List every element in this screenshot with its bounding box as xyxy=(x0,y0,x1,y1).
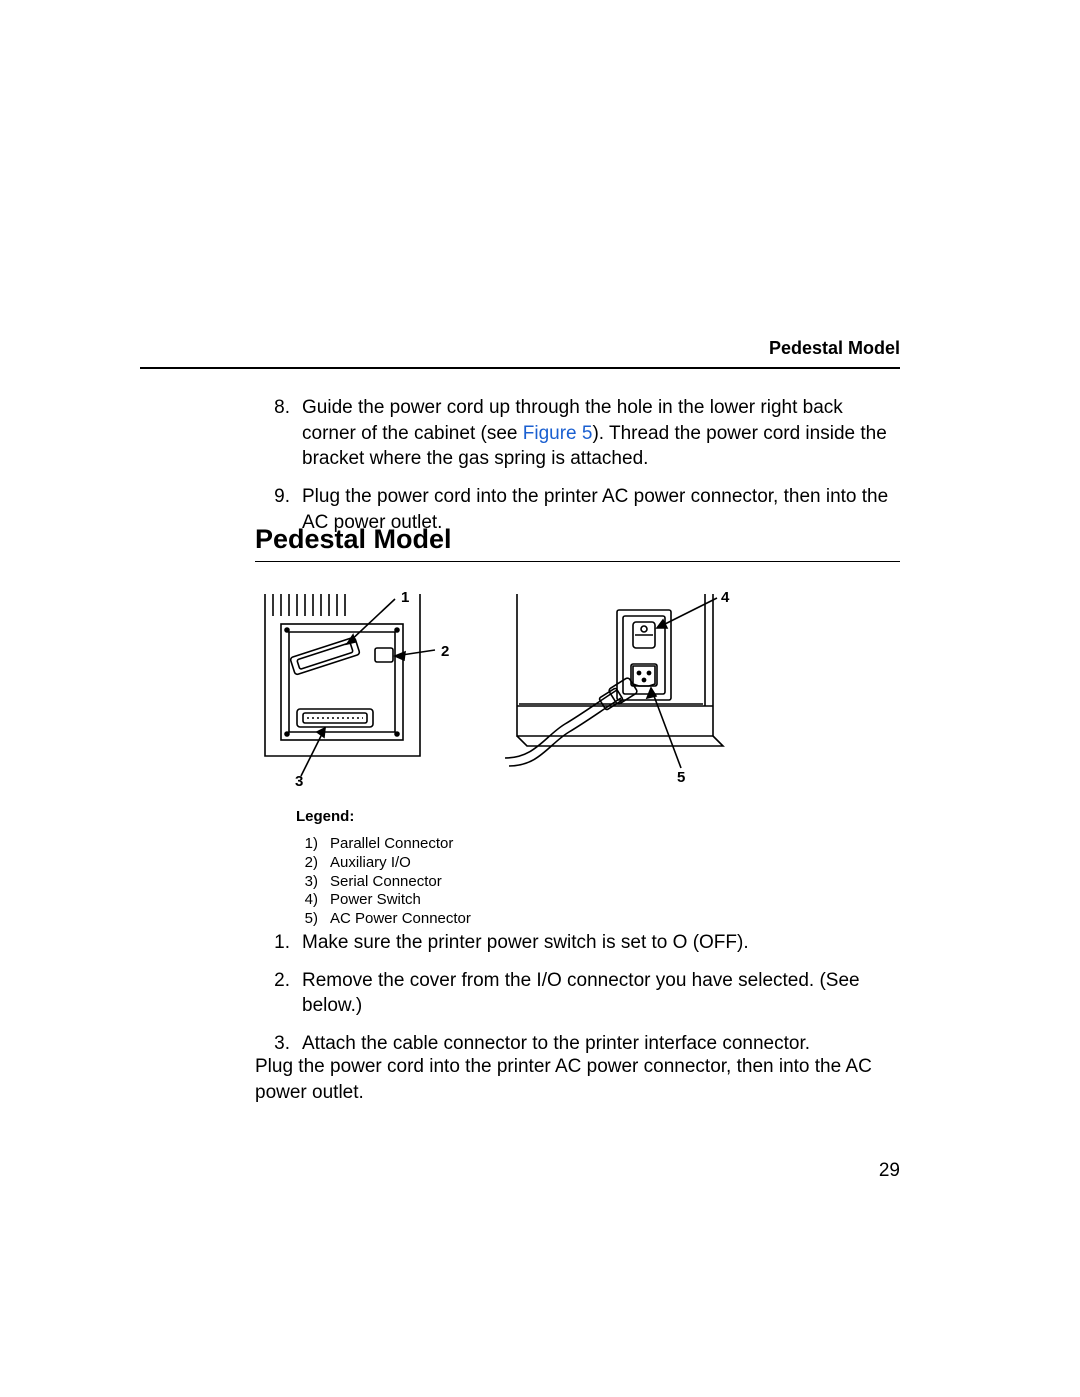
legend-title: Legend: xyxy=(296,808,471,825)
section-title: Pedestal Model xyxy=(255,524,900,555)
legend-label: Parallel Connector xyxy=(330,835,453,854)
header-rule xyxy=(140,367,900,369)
legend-num: 4) xyxy=(296,891,318,910)
legend-num: 1) xyxy=(296,835,318,854)
manual-page: Pedestal Model 8. Guide the power cord u… xyxy=(0,0,1080,1397)
figure-link[interactable]: Figure 5 xyxy=(523,423,593,444)
step-number: 1. xyxy=(255,930,302,956)
legend-num: 2) xyxy=(296,854,318,873)
callout-2: 2 xyxy=(441,643,449,660)
step-text: Remove the cover from the I/O connector … xyxy=(302,968,900,1019)
legend-item: 3) Serial Connector xyxy=(296,873,471,892)
step-3: 3. Attach the cable connector to the pri… xyxy=(255,1031,900,1057)
figure-left-io-panel xyxy=(265,594,420,756)
legend-item: 2) Auxiliary I/O xyxy=(296,854,471,873)
step-8: 8. Guide the power cord up through the h… xyxy=(255,395,900,472)
callout-5: 5 xyxy=(677,769,685,786)
section-heading: Pedestal Model xyxy=(255,524,900,562)
legend-label: Power Switch xyxy=(330,891,421,910)
figure: 1 2 3 xyxy=(255,586,735,786)
page-header: Pedestal Model xyxy=(140,338,900,369)
section-rule xyxy=(255,561,900,562)
step-text: Make sure the printer power switch is se… xyxy=(302,930,900,956)
step-number: 3. xyxy=(255,1031,302,1057)
step-text: Attach the cable connector to the printe… xyxy=(302,1031,900,1057)
legend-num: 3) xyxy=(296,873,318,892)
legend-label: AC Power Connector xyxy=(330,910,471,929)
step-number: 8. xyxy=(255,395,302,472)
step-text: Guide the power cord up through the hole… xyxy=(302,395,900,472)
trailing-paragraph: Plug the power cord into the printer AC … xyxy=(255,1054,900,1105)
legend-label: Auxiliary I/O xyxy=(330,854,411,873)
step-number: 2. xyxy=(255,968,302,1019)
running-head: Pedestal Model xyxy=(140,338,900,359)
callout-4: 4 xyxy=(721,589,730,606)
page-number: 29 xyxy=(879,1160,900,1182)
figure-legend: Legend: 1) Parallel Connector 2) Auxilia… xyxy=(296,808,471,929)
legend-num: 5) xyxy=(296,910,318,929)
legend-label: Serial Connector xyxy=(330,873,442,892)
figure-right-power-panel xyxy=(505,594,723,766)
pedestal-steps: 1. Make sure the printer power switch is… xyxy=(255,930,900,1069)
step-2: 2. Remove the cover from the I/O connect… xyxy=(255,968,900,1019)
legend-item: 4) Power Switch xyxy=(296,891,471,910)
figure-svg: 1 2 3 xyxy=(255,586,735,786)
step-1: 1. Make sure the printer power switch is… xyxy=(255,930,900,956)
figure-left-callouts xyxy=(301,599,435,776)
callout-3: 3 xyxy=(295,773,303,786)
legend-item: 1) Parallel Connector xyxy=(296,835,471,854)
legend-item: 5) AC Power Connector xyxy=(296,910,471,929)
callout-1: 1 xyxy=(401,589,409,606)
